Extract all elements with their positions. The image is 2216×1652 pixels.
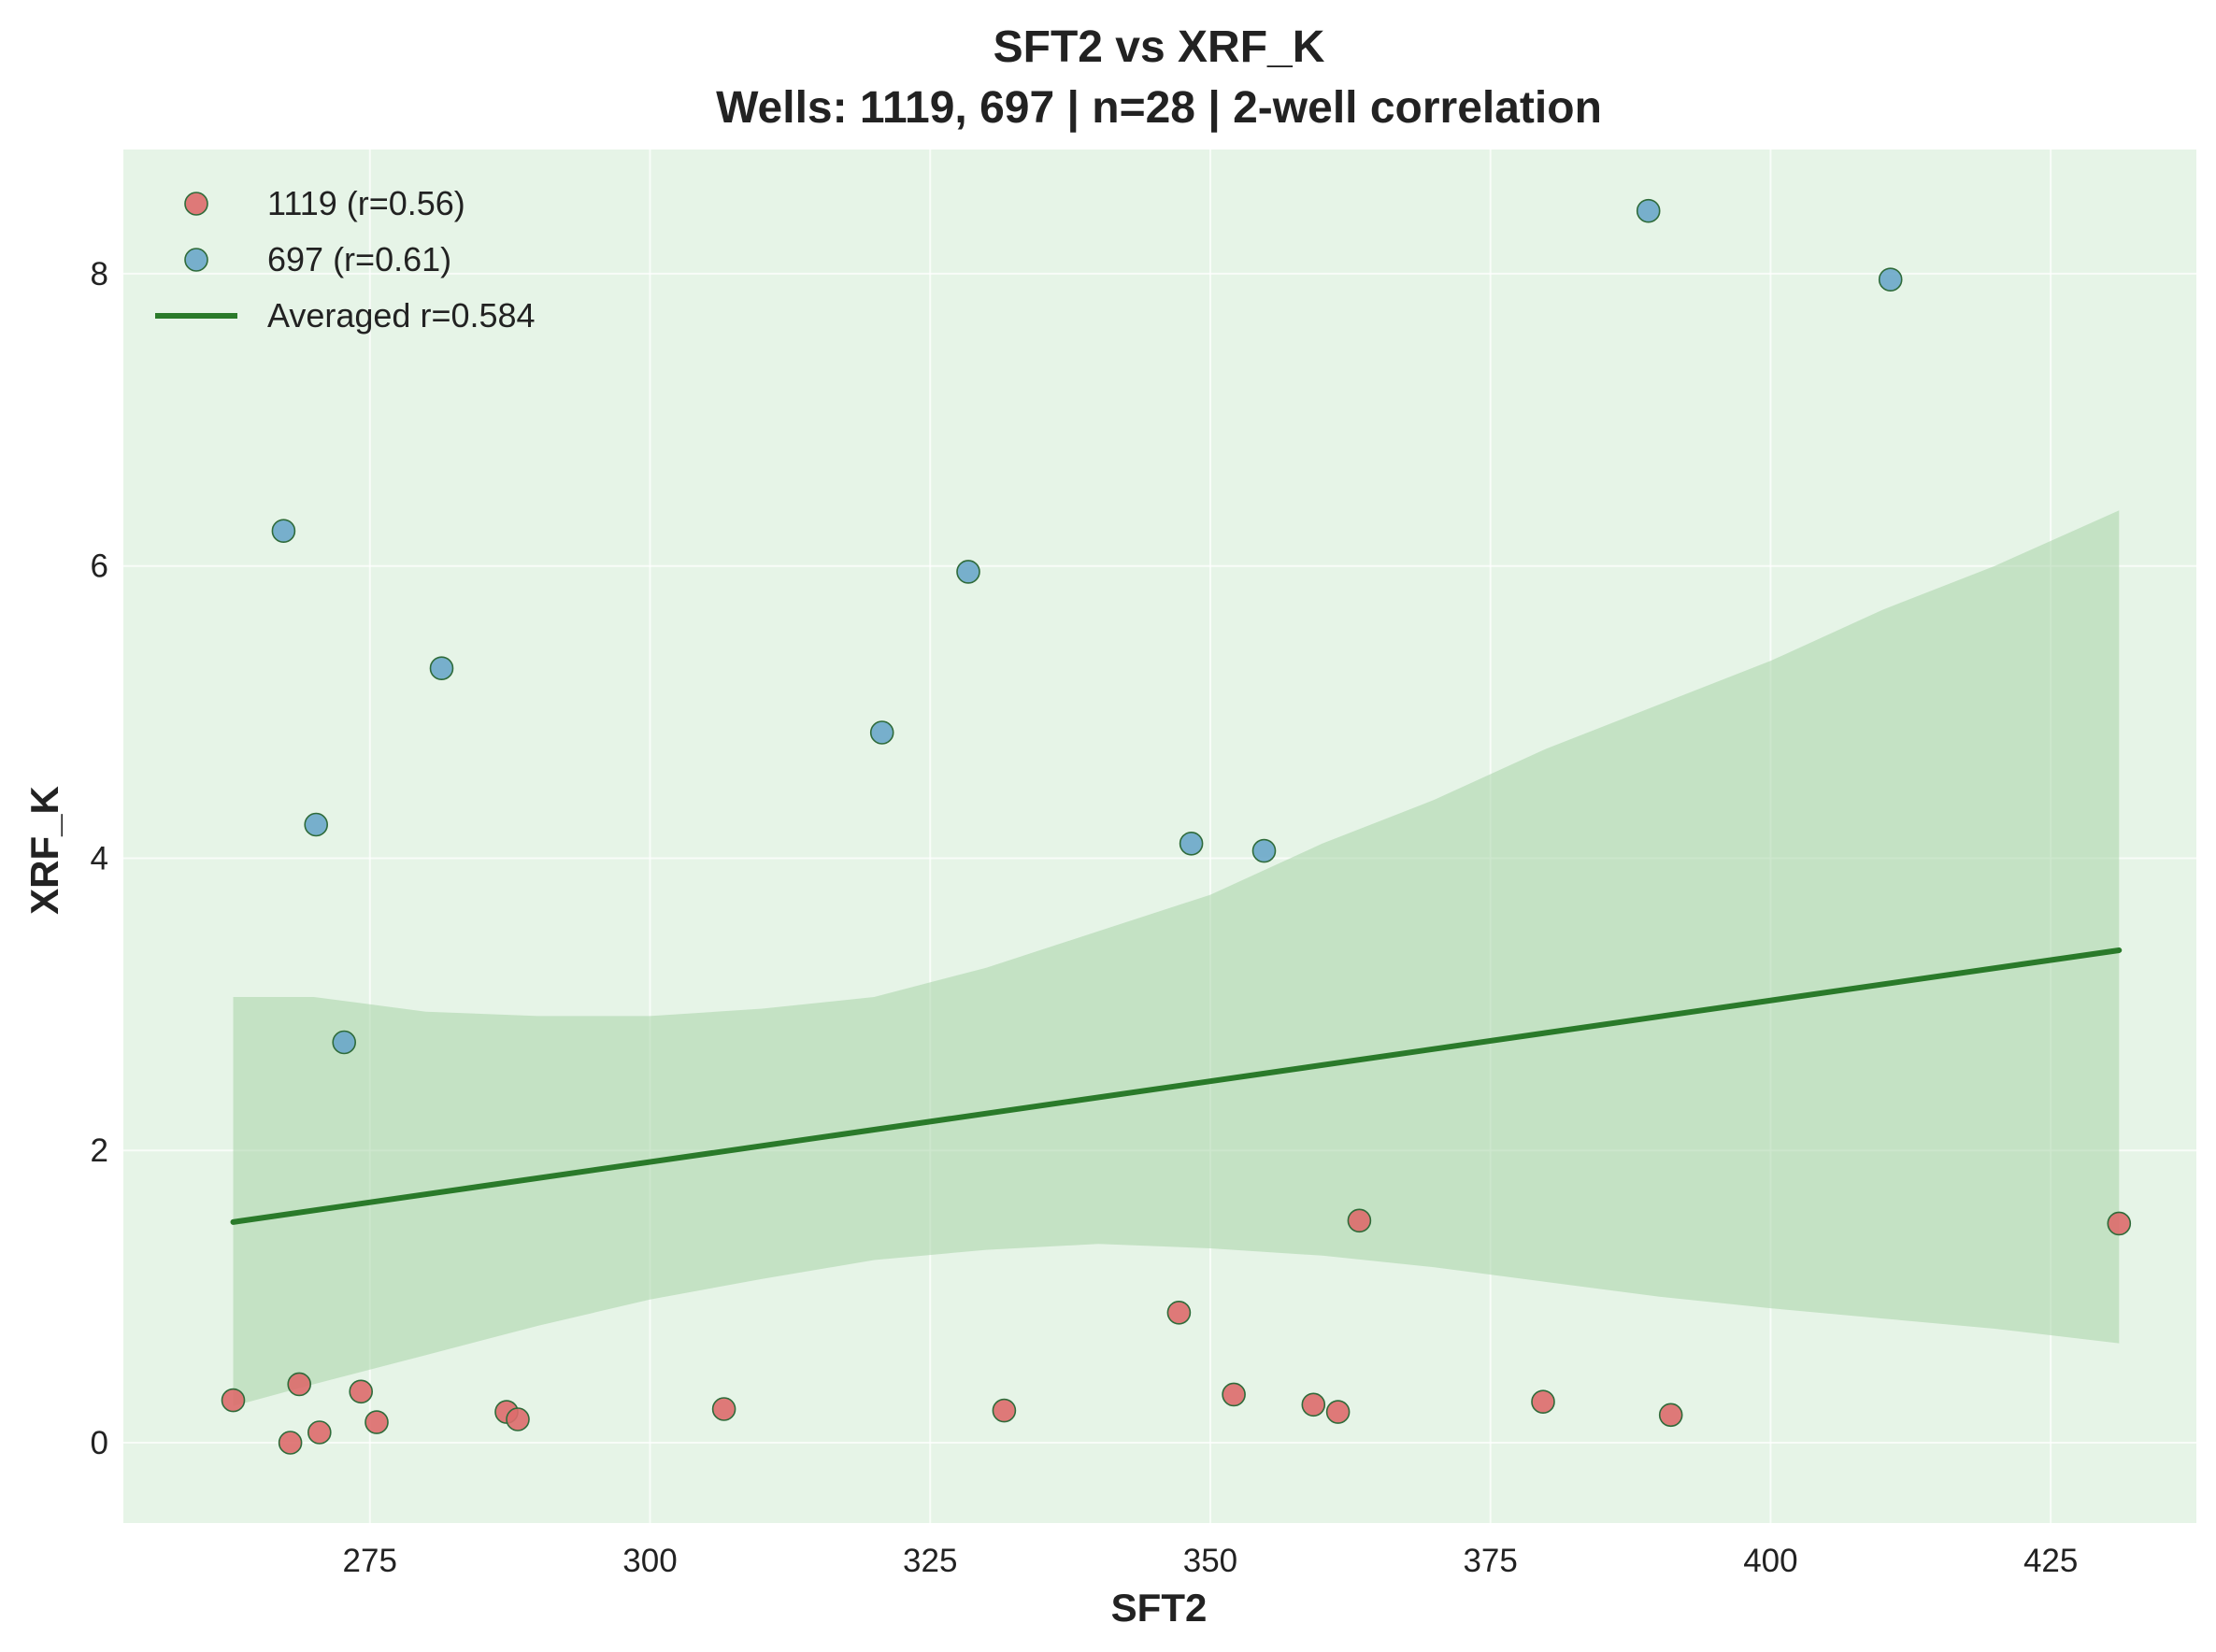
data-point-series-2 xyxy=(332,1030,357,1055)
data-point-series-1 xyxy=(1531,1389,1555,1414)
chart-subtitle: Wells: 1119, 697 | n=28 | 2-well correla… xyxy=(716,83,1602,133)
fit-line xyxy=(230,947,2123,1225)
data-point-series-2 xyxy=(271,519,296,544)
x-tick-label: 400 xyxy=(1743,1543,1797,1579)
points-layer xyxy=(221,198,2132,1455)
x-tick-label: 275 xyxy=(343,1543,397,1579)
x-axis-ticks: 275 300 325 350 375 400 425 xyxy=(343,1543,2079,1579)
data-point-series-2 xyxy=(429,656,454,681)
data-point-series-1 xyxy=(287,1372,312,1397)
legend-label-fit-line: Averaged r=0.584 xyxy=(267,296,536,335)
y-tick-label: 8 xyxy=(91,256,108,292)
data-point-series-2 xyxy=(956,560,980,584)
data-point-series-2 xyxy=(1878,267,1903,292)
y-axis-label: XRF_K xyxy=(22,786,66,915)
data-point-series-2 xyxy=(1179,831,1204,856)
legend: 1119 (r=0.56) 697 (r=0.61) Averaged r=0.58… xyxy=(155,184,536,335)
data-point-series-1 xyxy=(1347,1208,1372,1233)
data-point-series-1 xyxy=(992,1398,1017,1423)
confidence-band xyxy=(233,510,2120,1406)
data-point-series-1 xyxy=(221,1388,246,1413)
data-point-series-1 xyxy=(307,1420,332,1445)
legend-marker-series-2 xyxy=(184,248,208,272)
y-tick-label: 4 xyxy=(91,840,108,876)
data-point-series-1 xyxy=(506,1407,530,1431)
x-tick-label: 350 xyxy=(1183,1543,1237,1579)
data-point-series-1 xyxy=(2107,1211,2132,1236)
data-point-series-1 xyxy=(711,1397,736,1421)
data-point-series-2 xyxy=(1251,838,1277,863)
confidence-band-layer xyxy=(233,510,2120,1406)
chart-title: SFT2 vs XRF_K xyxy=(994,22,1325,72)
x-tick-label: 300 xyxy=(622,1543,677,1579)
data-point-series-1 xyxy=(349,1379,374,1404)
data-point-series-1 xyxy=(1301,1392,1326,1417)
data-point-series-1 xyxy=(365,1410,389,1434)
data-point-series-1 xyxy=(1166,1301,1192,1325)
data-point-series-1 xyxy=(278,1431,303,1455)
data-point-series-1 xyxy=(1222,1382,1246,1407)
y-tick-label: 0 xyxy=(91,1425,108,1461)
legend-label-series-1: 1119 (r=0.56) xyxy=(267,184,465,222)
x-tick-label: 425 xyxy=(2023,1543,2078,1579)
legend-marker-series-1 xyxy=(184,192,208,216)
data-point-series-2 xyxy=(304,812,329,837)
plot-area xyxy=(123,150,2196,1523)
y-tick-label: 6 xyxy=(91,548,108,585)
y-axis-ticks: 0 2 4 6 8 xyxy=(91,256,108,1461)
x-tick-label: 325 xyxy=(903,1543,957,1579)
x-tick-label: 375 xyxy=(1463,1543,1517,1579)
data-point-series-2 xyxy=(869,720,894,745)
data-point-series-2 xyxy=(1636,198,1661,223)
legend-label-series-2: 697 (r=0.61) xyxy=(267,240,451,278)
x-axis-label: SFT2 xyxy=(1111,1586,1208,1630)
data-point-series-1 xyxy=(1325,1400,1351,1424)
data-point-series-1 xyxy=(1658,1403,1683,1428)
y-tick-label: 2 xyxy=(91,1132,108,1169)
fit-line-layer xyxy=(230,947,2123,1225)
